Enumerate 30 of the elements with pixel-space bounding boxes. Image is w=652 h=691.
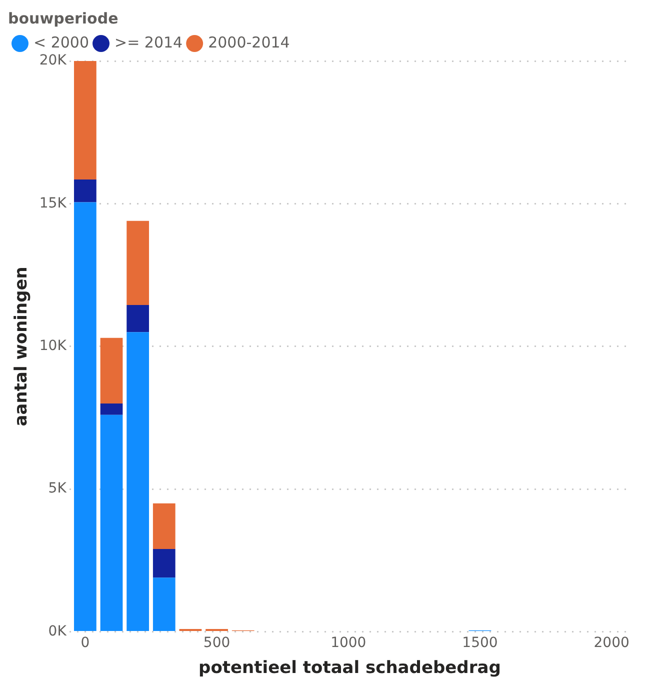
x-tick-label: 500	[203, 634, 230, 651]
y-axis-title: aantal woningen	[12, 266, 32, 426]
bar	[74, 61, 96, 180]
legend-label: < 2000	[34, 33, 90, 52]
y-tick-label: 0K	[48, 623, 68, 640]
legend-title: bouwperiode	[8, 9, 118, 28]
bar	[206, 628, 228, 632]
x-tick-label: 0	[80, 634, 90, 651]
legend-label: 2000-2014	[208, 33, 290, 52]
x-axis-title: potentieel totaal schadebedrag	[198, 658, 501, 678]
legend-label: >= 2014	[114, 33, 183, 52]
bar	[100, 414, 123, 632]
bar	[152, 549, 176, 578]
y-tick-label: 20K	[39, 52, 68, 69]
bar	[126, 220, 150, 306]
bar	[100, 338, 123, 404]
y-tick-label: 10K	[39, 338, 68, 354]
bar	[126, 332, 150, 632]
y-tick-label: 15K	[39, 195, 68, 212]
bar	[126, 305, 150, 332]
bar	[74, 179, 96, 202]
x-tick-label: 1500	[462, 634, 498, 651]
y-tick-label: 5K	[48, 480, 68, 497]
x-tick-label: 2000	[594, 634, 630, 651]
bar	[100, 403, 123, 415]
bar	[74, 202, 96, 632]
bar	[152, 578, 176, 632]
x-tick-label: 1000	[330, 634, 366, 651]
bar	[179, 628, 202, 632]
bar	[152, 503, 176, 550]
